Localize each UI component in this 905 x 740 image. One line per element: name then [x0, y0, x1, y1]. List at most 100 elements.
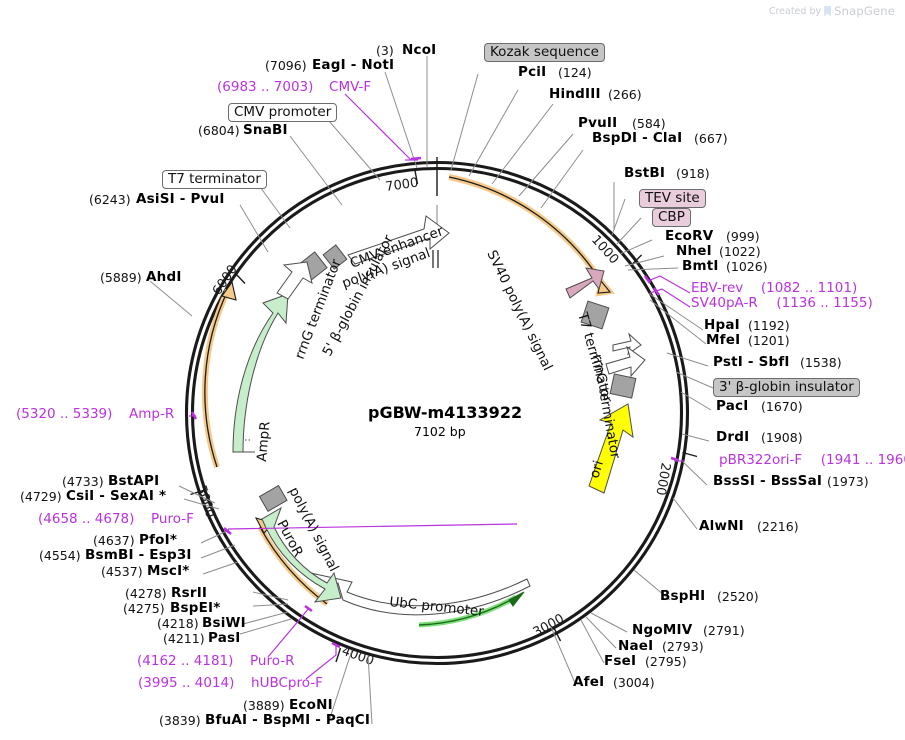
enzyme-pos-psti-sbfi: (1538) — [800, 355, 842, 370]
enzyme-pos-alwni: (2216) — [757, 519, 799, 534]
primer-name-cmv-f: CMV-F — [329, 79, 372, 95]
label-ubc-promoter: UbC promoter — [389, 594, 485, 620]
primer-range-sv40pa-r: (1136 .. 1155) — [776, 295, 873, 311]
enzyme-name-pvuii[interactable]: PvuII — [578, 115, 618, 131]
enzyme-name-pasi[interactable]: PasI — [208, 630, 241, 646]
enzyme-name-csii-sexai[interactable]: CsiI - SexAI * — [66, 488, 167, 504]
enzyme-pos-bsiwi: (4218) — [157, 616, 199, 631]
page-title: pGBW-m4133922 — [368, 403, 523, 422]
label-ampr: AmpR — [254, 421, 273, 463]
enzyme-name-ncoi[interactable]: NcoI — [402, 42, 437, 58]
enzyme-name-hindiii[interactable]: HindIII — [549, 86, 601, 102]
enzyme-pos-bspei: (4275) — [123, 601, 165, 616]
tick-label-2000: 2000 — [652, 461, 673, 496]
primer-name-puro-r: Puro-R — [250, 653, 295, 669]
enzyme-name-mfei[interactable]: MfeI — [706, 332, 741, 348]
enzyme-pos-bsphi: (2520) — [717, 589, 759, 604]
primer-range-pbr322ori-f: (1941 .. 1960) — [820, 452, 905, 468]
enzyme-name-asisi-pvui[interactable]: AsiSI - PvuI — [136, 191, 225, 207]
enzyme-name-pcii[interactable]: PciI — [518, 64, 547, 80]
enzyme-name-hpai[interactable]: HpaI — [704, 317, 740, 333]
enzyme-name-snabi[interactable]: SnaBI — [243, 122, 288, 138]
enzyme-pos-nhei: (1022) — [719, 244, 761, 259]
enzyme-name-ecorv[interactable]: EcoRV — [665, 228, 714, 244]
enzyme-name-ngomiv[interactable]: NgoMIV — [632, 622, 693, 638]
feature-puror — [261, 506, 342, 603]
primer-puro-r[interactable]: (4162 .. 4181) Puro-R — [137, 653, 295, 669]
enzyme-name-bsmbi-esp3i[interactable]: BsmBI - Esp3I — [85, 547, 192, 563]
feature-box-3-globin-insulator[interactable]: 3' β-globin insulator — [713, 378, 860, 398]
leader-lines — [149, 56, 714, 725]
enzyme-pos-pvuii: (584) — [632, 116, 666, 131]
primer-name-pbr322ori-f: pBR322ori-F — [719, 452, 803, 468]
feature-t7-terminator — [580, 300, 610, 330]
enzyme-name-rsrii[interactable]: RsrII — [171, 585, 208, 601]
enzyme-name-paci[interactable]: PacI — [716, 398, 749, 414]
feature-ori — [588, 403, 634, 494]
primer-name-hubcpro-f: hUBCpro-F — [251, 675, 323, 691]
enzyme-name-bsssi-bsssai[interactable]: BssSI - BssSaI — [713, 473, 823, 489]
primer-name-amp-r: Amp-R — [129, 406, 175, 422]
enzyme-pos-econi: (3889) — [243, 698, 285, 713]
primer-name-puro-f: Puro-F — [151, 511, 194, 527]
primer-sv40pa-r[interactable]: SV40pA-R (1136 .. 1155) — [691, 295, 873, 311]
enzyme-name-fsei[interactable]: FseI — [604, 653, 637, 669]
enzyme-pos-pcii: (124) — [558, 65, 592, 80]
feature-rrng-terminator-r — [605, 345, 646, 378]
enzyme-name-bstbi[interactable]: BstBI — [624, 165, 666, 181]
primer-puro-f[interactable]: (4658 .. 4678) Puro-F — [38, 511, 194, 527]
primer-amp-r[interactable]: (5320 .. 5339) Amp-R — [16, 406, 175, 422]
enzyme-pos-bfuai: (3839) — [159, 713, 201, 728]
enzyme-name-bspei[interactable]: BspEI* — [170, 600, 221, 616]
enzyme-name-bfuai[interactable]: BfuAI - BspMI - PaqCI — [205, 712, 371, 728]
enzyme-name-ahdi[interactable]: AhdI — [146, 269, 182, 285]
label-ori: ori — [587, 459, 607, 480]
enzyme-name-afei[interactable]: AfeI — [573, 674, 605, 690]
enzyme-pos-bstbi: (918) — [676, 166, 710, 181]
primer-name-sv40pa-r: SV40pA-R — [691, 295, 758, 311]
enzyme-name-econi[interactable]: EcoNI — [289, 697, 333, 713]
primer-name-ebv-rev: EBV-rev — [691, 280, 744, 296]
watermark-brand: SnapGene — [834, 4, 895, 18]
feature-box-tev-site[interactable]: TEV site — [639, 189, 706, 209]
enzyme-name-bspdi-clai[interactable]: BspDI - ClaI — [592, 130, 683, 146]
enzyme-name-pfoi[interactable]: PfoI* — [139, 532, 178, 548]
enzyme-pos-fsei: (2795) — [645, 654, 687, 669]
enzyme-name-alwni[interactable]: AlwNI — [699, 518, 744, 534]
feature-box-t7-terminator[interactable]: T7 terminator — [162, 170, 267, 190]
tick-label-7000: 7000 — [384, 176, 419, 195]
primer-cmv-f[interactable]: (6983 .. 7003) CMV-F — [217, 79, 372, 95]
enzyme-name-naei[interactable]: NaeI — [618, 638, 654, 654]
primer-leader-lines — [189, 93, 691, 680]
enzyme-pos-bstapi: (4733) — [62, 474, 104, 489]
plasmid-size: 7102 bp — [414, 424, 466, 439]
feature-box-kozak[interactable]: Kozak sequence — [484, 43, 605, 63]
enzyme-name-bsphi[interactable]: BspHI — [660, 588, 706, 604]
feature-cmv-enhancer — [347, 215, 450, 265]
enzyme-name-bstapi[interactable]: BstAPI — [108, 473, 160, 489]
primer-range-puro-r: (4162 .. 4181) — [137, 653, 234, 669]
enzyme-name-eagi-noti[interactable]: EagI - NotI — [312, 57, 395, 73]
enzyme-name-nhei[interactable]: NheI — [676, 243, 712, 259]
primer-pbr322ori-f[interactable]: pBR322ori-F (1941 .. 1960) — [719, 452, 905, 468]
enzyme-pos-bsmbi-esp3i: (4554) — [39, 548, 81, 563]
feature-box-cbp[interactable]: CBP — [652, 208, 691, 228]
enzyme-pos-naei: (2793) — [662, 639, 704, 654]
feature-box-cmv-promoter[interactable]: CMV promoter — [228, 103, 338, 123]
enzyme-pos-paci: (1670) — [761, 399, 803, 414]
enzyme-pos-ecorv: (999) — [726, 229, 760, 244]
feature-ubc-promoter — [305, 571, 531, 616]
primer-range-amp-r: (5320 .. 5339) — [16, 406, 113, 422]
enzyme-name-msci[interactable]: MscI* — [147, 563, 190, 579]
enzyme-pos-afei: (3004) — [613, 675, 655, 690]
enzyme-name-bmti[interactable]: BmtI — [682, 258, 719, 274]
primer-hubcpro-f[interactable]: (3995 .. 4014) hUBCpro-F — [138, 675, 323, 691]
enzyme-pos-bmti: (1026) — [726, 259, 768, 274]
enzyme-name-psti-sbfi[interactable]: PstI - SbfI — [713, 354, 790, 370]
enzyme-name-drdi[interactable]: DrdI — [716, 429, 750, 445]
feature-rrng-terminator-l — [276, 261, 313, 300]
enzyme-name-bsiwi[interactable]: BsiWI — [202, 615, 246, 631]
primer-ebv-rev[interactable]: EBV-rev (1082 .. 1101) — [691, 280, 857, 296]
enzyme-pos-mfei: (1201) — [748, 333, 790, 348]
snapgene-watermark: Created by SnapGene — [769, 4, 895, 18]
